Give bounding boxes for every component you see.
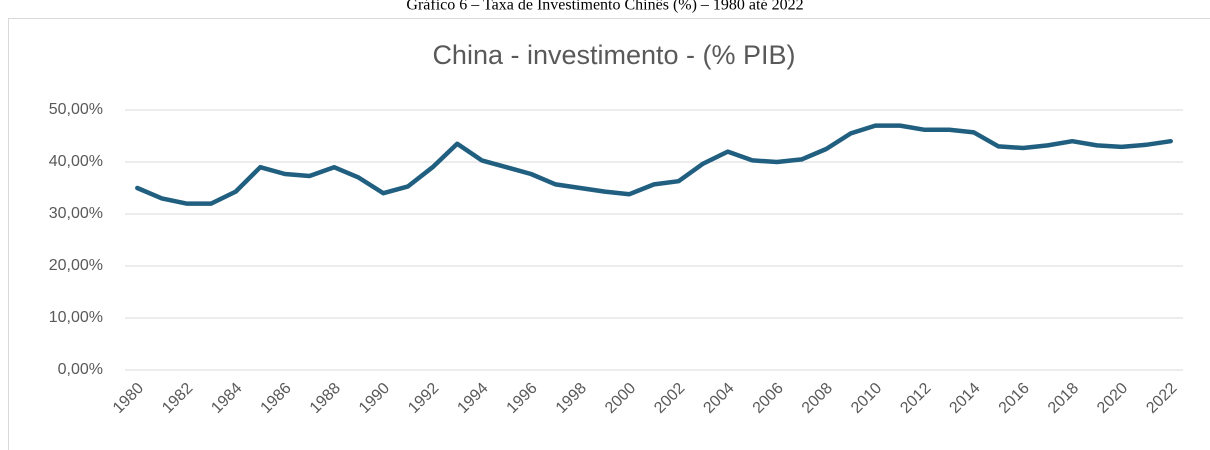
y-tick-label: 0,00% <box>58 361 103 378</box>
x-tick-label: 1986 <box>258 380 295 417</box>
x-tick-label: 1984 <box>208 380 245 417</box>
chart-border <box>8 18 1210 450</box>
x-tick-label: 2012 <box>897 380 934 417</box>
x-tick-label: 2010 <box>848 380 885 417</box>
x-tick-label: 2018 <box>1045 380 1082 417</box>
data-line <box>135 123 1173 206</box>
y-tick-label: 50,00% <box>49 101 103 118</box>
chart-title: China - investimento - (% PIB) <box>432 40 795 70</box>
y-tick-label: 30,00% <box>49 205 103 222</box>
x-tick-label: 2006 <box>750 380 787 417</box>
x-tick-label: 2002 <box>651 380 688 417</box>
x-tick-label: 1996 <box>504 380 541 417</box>
x-tick-label: 1990 <box>356 380 393 417</box>
caption: Gráfico 6 – Taxa de Investimento Chinês … <box>406 0 803 14</box>
x-tick-label: 2014 <box>946 380 983 417</box>
x-tick-label: 2008 <box>799 380 836 417</box>
x-tick-label: 2004 <box>700 380 737 417</box>
x-tick-label: 1992 <box>405 380 442 417</box>
x-tick-label: 2022 <box>1143 380 1180 417</box>
x-tick-label: 1982 <box>159 380 196 417</box>
y-tick-label: 20,00% <box>49 257 103 274</box>
x-tick-label: 1998 <box>553 380 590 417</box>
y-tick-label: 40,00% <box>49 153 103 170</box>
x-tick-label: 1994 <box>454 380 491 417</box>
x-tick-label: 1988 <box>307 380 344 417</box>
x-tick-label: 2000 <box>602 380 639 417</box>
y-tick-label: 10,00% <box>49 309 103 326</box>
x-tick-label: 2016 <box>996 380 1033 417</box>
x-tick-label: 2020 <box>1094 380 1131 417</box>
x-tick-label: 1980 <box>110 380 147 417</box>
